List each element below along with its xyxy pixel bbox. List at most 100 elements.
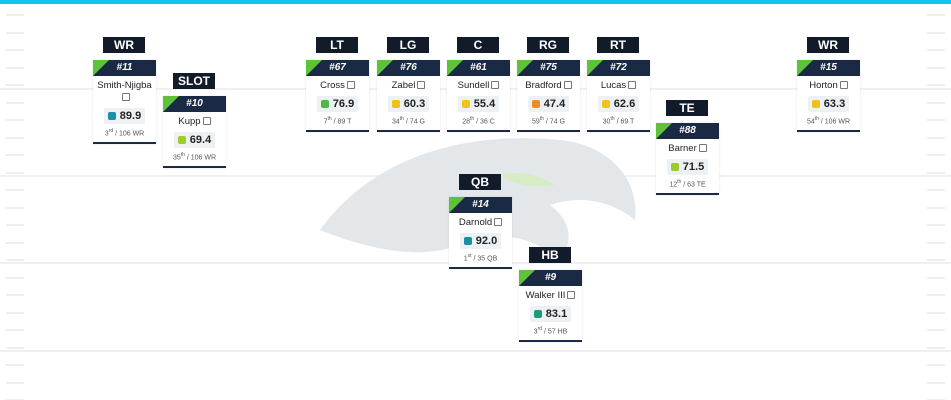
rank-suffix: th (814, 116, 819, 122)
player-card: #61 Sundell 55.4 28th / 36 C (447, 60, 510, 133)
compare-icon (417, 81, 426, 90)
name-text: Walker III (525, 290, 566, 301)
top-bar (0, 0, 951, 4)
rank-of: / 74 G (545, 118, 565, 126)
player-card: #75 Bradford 47.4 59th / 74 G (517, 60, 580, 133)
hash-mark (927, 49, 945, 51)
position-label: TE (666, 100, 708, 116)
player-name: Horton (797, 80, 860, 92)
rank-of: / 69 T (616, 118, 635, 126)
grade: 62.6 (597, 96, 640, 112)
number-text: #88 (679, 125, 696, 136)
name-text: Bradford (525, 80, 562, 91)
compare-icon (563, 81, 572, 90)
grade-value: 71.5 (682, 161, 705, 173)
accent (447, 60, 463, 76)
hash-mark (6, 49, 24, 51)
jersey-number: #75 (517, 60, 580, 76)
player-name: Walker III (519, 290, 582, 302)
rank: 12th / 63 TE (656, 179, 719, 188)
hash-mark (927, 101, 945, 104)
number-text: #11 (116, 62, 133, 73)
player-name: Bradford (517, 80, 580, 92)
grade-swatch (533, 310, 542, 318)
grade-value: 47.4 (543, 98, 566, 110)
rank-number: 35 (172, 154, 181, 162)
jersey-number: #67 (306, 60, 369, 76)
grade-swatch (463, 237, 472, 245)
rank: 1st / 35 QB (449, 253, 512, 262)
hash-mark (927, 224, 945, 226)
hash-mark (927, 206, 945, 209)
hash-mark (927, 364, 945, 366)
rank: 35th / 106 WR (163, 152, 226, 161)
hash-mark (927, 31, 945, 34)
compare-icon (839, 81, 848, 90)
hash-mark (6, 311, 24, 314)
accent (587, 60, 603, 76)
hash-mark (6, 329, 24, 331)
accent (517, 60, 533, 76)
rank-of: / 106 WR (186, 154, 217, 162)
rank-number: 28 (462, 118, 470, 126)
player-name: Barner (656, 143, 719, 155)
grade-swatch (531, 100, 540, 108)
rank: 3rd / 106 WR (93, 128, 156, 137)
name-text: Horton (809, 80, 838, 91)
hash-mark (6, 136, 24, 139)
hash-mark (6, 224, 24, 226)
hash-mark (6, 189, 24, 191)
hash-mark (927, 84, 945, 86)
name-text: Barner (668, 143, 697, 154)
rank-of: / 57 HB (543, 328, 568, 336)
rank-of: / 106 WR (820, 118, 851, 126)
jersey-number: #14 (449, 197, 512, 213)
number-text: #72 (610, 62, 627, 73)
grade: 89.9 (103, 108, 146, 124)
rank-suffix: th (539, 116, 544, 122)
position-label: HB (529, 247, 571, 263)
number-text: #10 (186, 98, 203, 109)
hash-mark (6, 241, 24, 244)
grade-swatch (601, 100, 610, 108)
jersey-number: #11 (93, 60, 156, 76)
player-card: #9 Walker III 83.1 3rd / 57 HB (519, 270, 582, 343)
rank-number: 1 (463, 255, 468, 263)
grade-value: 69.4 (189, 134, 212, 146)
player-card: #76 Zabel 60.3 34th / 74 G (377, 60, 440, 133)
hash-mark (6, 206, 24, 209)
grade: 63.3 (807, 96, 850, 112)
grade: 92.0 (459, 233, 502, 249)
player-name: Lucas (587, 80, 650, 92)
player-name: Kupp (163, 116, 226, 128)
player-card: #67 Cross 76.9 7th / 89 T (306, 60, 369, 133)
rank-suffix: th (399, 116, 404, 122)
number-text: #76 (400, 62, 417, 73)
hash-mark (927, 154, 945, 156)
rank: 28th / 36 C (447, 116, 510, 125)
hash-mark (927, 259, 945, 261)
compare-icon (494, 218, 503, 227)
grade-swatch (670, 163, 679, 171)
player-card: #72 Lucas 62.6 30th / 69 T (587, 60, 650, 133)
jersey-number: #76 (377, 60, 440, 76)
grade-swatch (107, 112, 116, 120)
accent (519, 270, 535, 286)
hash-mark (927, 381, 945, 384)
grade-swatch (320, 100, 329, 108)
number-text: #75 (540, 62, 557, 73)
name-text: Smith-Njigba (97, 80, 152, 91)
number-text: #61 (470, 62, 487, 73)
grade: 60.3 (387, 96, 430, 112)
rank-of: / 63 TE (683, 181, 706, 189)
hash-mark (927, 241, 945, 244)
player-card: #11 Smith-Njigba 89.9 3rd / 106 WR (93, 60, 156, 145)
hash-mark (927, 171, 945, 174)
position-label: SLOT (173, 73, 215, 89)
name-text: Cross (320, 80, 345, 91)
grade: 69.4 (173, 132, 216, 148)
rank-suffix: th (327, 116, 332, 122)
hash-mark (6, 259, 24, 261)
compare-icon (698, 144, 707, 153)
